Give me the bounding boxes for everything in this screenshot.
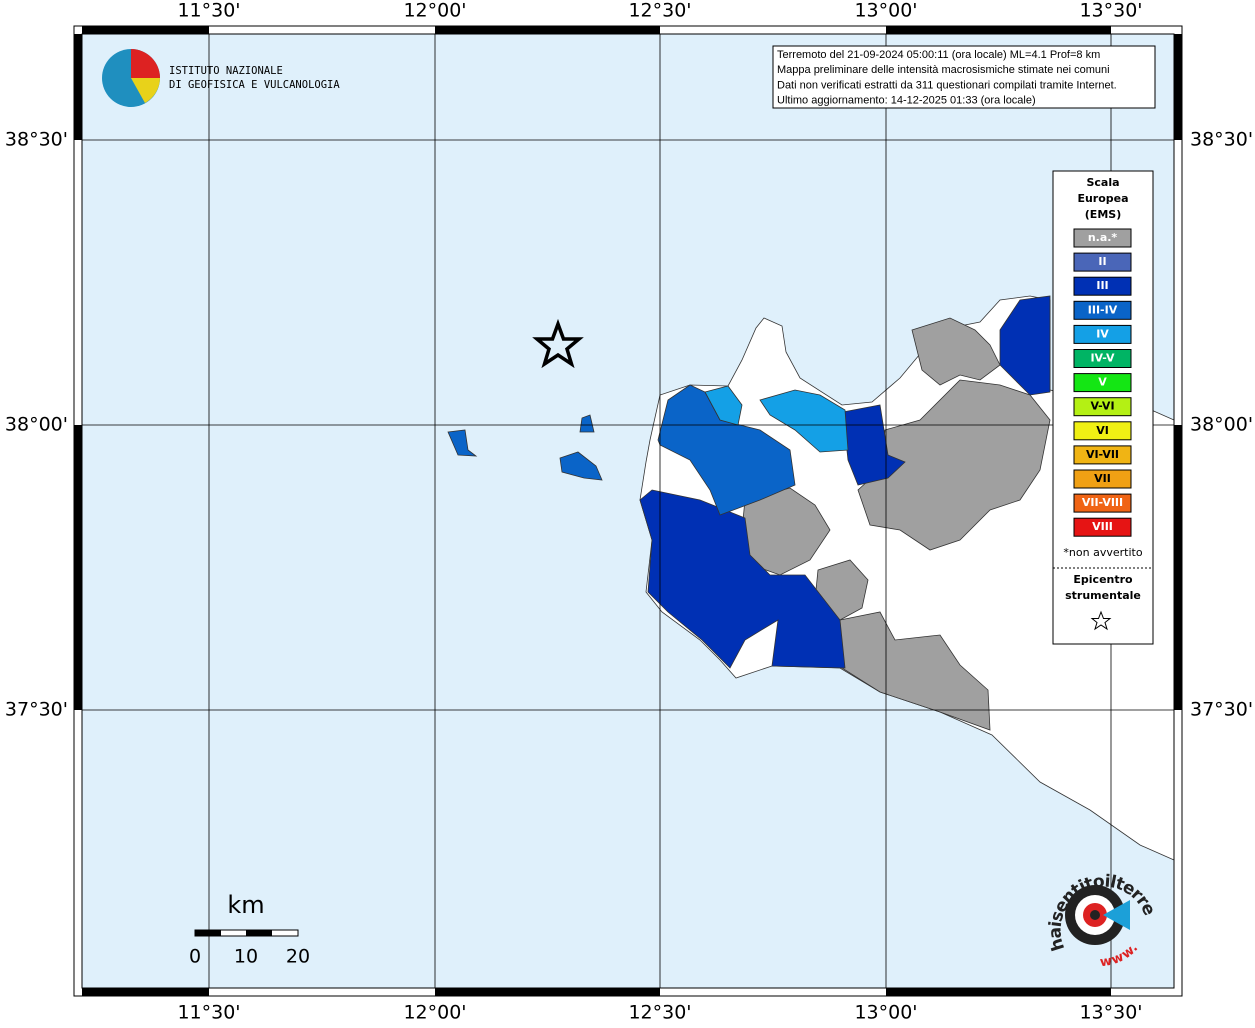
legend-title: Scala <box>1086 176 1119 189</box>
legend-label: III <box>1096 279 1108 292</box>
lon-label: 12°00' <box>403 1002 466 1024</box>
legend-swatch <box>1073 252 1132 272</box>
legend: ScalaEuropea(EMS)n.a.*IIIIIIII-IVIVIV-VV… <box>1073 176 1132 537</box>
lon-label: 12°30' <box>628 0 691 22</box>
lon-label: 13°30' <box>1079 1002 1142 1024</box>
legend-title: (EMS) <box>1085 208 1121 221</box>
legend-label: V-VI <box>1090 400 1114 413</box>
legend-swatch <box>1073 276 1132 296</box>
lat-label: 37°30' <box>5 699 68 721</box>
legend-epicenter: strumentale <box>1065 589 1141 602</box>
lat-label: 38°00' <box>1190 414 1253 436</box>
legend-swatch <box>1073 228 1132 248</box>
graticule <box>82 34 1174 988</box>
lon-label: 11°30' <box>177 1002 240 1024</box>
scale-label: 10 <box>234 946 258 968</box>
scale-label: 20 <box>286 946 310 968</box>
frame <box>73 25 1183 997</box>
logo-wave <box>1103 900 1130 930</box>
legend-label: IV-V <box>1090 352 1115 365</box>
legend-swatch <box>1073 517 1132 537</box>
lon-label: 11°30' <box>177 0 240 22</box>
lat-label: 38°30' <box>1190 129 1253 151</box>
legend-swatch <box>1073 324 1132 344</box>
frame-segment <box>74 425 82 710</box>
legend-swatch <box>1073 349 1132 368</box>
scale-unit: km <box>227 891 264 919</box>
legend-note: *non avvertito <box>1063 546 1142 559</box>
frame-segment <box>74 34 82 140</box>
lon-label: 12°30' <box>628 1002 691 1024</box>
logo-ring <box>1090 910 1100 920</box>
legend-label: VII-VIII <box>1082 496 1123 509</box>
institute-name: DI GEOFISICA E VULCANOLOGIA <box>169 79 340 91</box>
legend-epicenter: Epicentro <box>1073 573 1133 586</box>
legend-swatch <box>1073 493 1132 513</box>
frame-segment <box>886 988 1111 996</box>
info-line: Dati non verificati estratti da 311 ques… <box>777 79 1117 91</box>
lat-label: 38°30' <box>5 129 68 151</box>
legend-label: VII <box>1094 472 1111 485</box>
institute-name: ISTITUTO NAZIONALE <box>169 65 283 77</box>
epicenter <box>532 318 584 369</box>
lon-label: 12°00' <box>403 0 466 22</box>
legend-label: VIII <box>1092 520 1113 533</box>
frame-segment <box>886 26 1111 34</box>
info-line: Mappa preliminare delle intensità macros… <box>777 64 1110 76</box>
legend-swatch <box>1073 397 1132 417</box>
frame-segment <box>435 988 660 996</box>
legend-star <box>1090 610 1112 631</box>
legend-label: IV <box>1096 327 1109 340</box>
logo-segment <box>131 78 160 103</box>
legend-title: Europea <box>1077 192 1128 205</box>
legend-label: n.a.* <box>1088 231 1118 244</box>
scale-bar: km 0 10 20 <box>189 891 310 968</box>
legend-label: II <box>1098 255 1106 268</box>
legend-swatch <box>1073 445 1132 465</box>
scale-segment <box>246 930 272 936</box>
info-line: Ultimo aggiornamento: 14-12-2025 01:33 (… <box>777 95 1036 107</box>
legend-swatch <box>1073 421 1132 441</box>
info-line: Terremoto del 21-09-2024 05:00:11 (ora l… <box>777 49 1100 61</box>
legend-label: III-IV <box>1088 303 1118 316</box>
scale-segment <box>195 930 221 936</box>
lon-label: 13°00' <box>854 0 917 22</box>
frame-segment <box>82 26 209 34</box>
ingv-logo: ISTITUTO NAZIONALE DI GEOFISICA E VULCAN… <box>102 49 340 107</box>
info-box <box>772 45 1156 109</box>
legend-swatch <box>1073 373 1132 393</box>
logo-segment <box>131 49 160 78</box>
lat-label: 37°30' <box>1190 699 1253 721</box>
info-text: Terremoto del 21-09-2024 05:00:11 (ora l… <box>777 49 1117 107</box>
legend-label: VI <box>1096 424 1109 437</box>
legend-swatch <box>1073 469 1132 489</box>
frame-segment <box>1174 425 1182 710</box>
frame-segment <box>1174 34 1182 140</box>
legend-label: VI-VII <box>1086 448 1119 461</box>
land <box>447 295 1175 861</box>
lat-label: 38°00' <box>5 414 68 436</box>
scale-label: 0 <box>189 946 201 968</box>
frame-segment <box>435 26 660 34</box>
frame-segment <box>82 988 209 996</box>
lon-label: 13°00' <box>854 1002 917 1024</box>
legend-swatch <box>1073 300 1132 320</box>
lon-label: 13°30' <box>1079 0 1142 22</box>
legend-label: V <box>1098 376 1107 389</box>
